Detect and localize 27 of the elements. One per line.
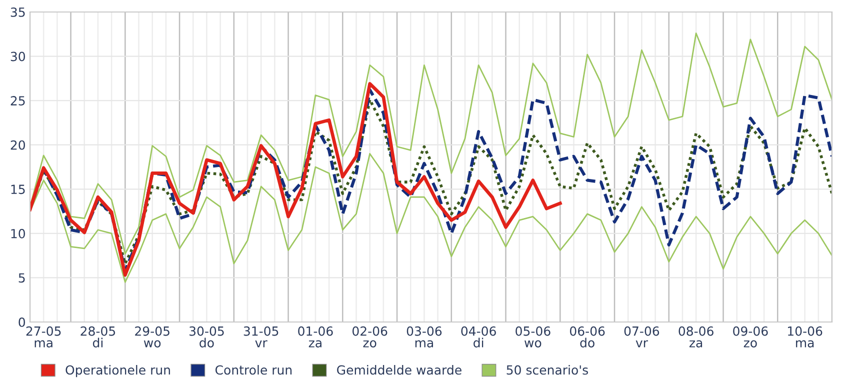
- x-tick-label: 03-06 ma: [406, 326, 442, 348]
- legend-label: Controle run: [215, 365, 292, 375]
- x-tick-label: 05-06 wo: [516, 326, 550, 348]
- y-tick-label: 35: [10, 7, 25, 17]
- x-tick-label: 08-06 za: [678, 326, 714, 348]
- x-tick-label: 28-05 di: [80, 326, 116, 348]
- legend-label: 50 scenario's: [506, 365, 588, 375]
- x-tick-label: 06-06 do: [570, 326, 605, 348]
- x-tick-label: 10-06 ma: [788, 326, 822, 348]
- x-tick-label: 01-06 za: [298, 326, 333, 348]
- y-tick-label: 10: [11, 228, 26, 238]
- legend-label: Gemiddelde waarde: [337, 365, 462, 375]
- x-tick-label: 30-05 do: [190, 326, 224, 348]
- y-tick-label: 5: [18, 273, 25, 283]
- legend-label: Operationele run: [66, 365, 170, 378]
- y-tick-label: 25: [10, 96, 25, 106]
- y-tick-label: 20: [10, 140, 26, 150]
- x-tick-label: 29-05 wo: [135, 326, 170, 348]
- x-tick-label: 04-06 di: [461, 326, 496, 348]
- x-tick-label: 07-06 vr: [624, 326, 660, 348]
- y-tick-label: 0: [18, 317, 26, 327]
- y-tick-label: 15: [11, 184, 25, 194]
- x-tick-label: 27-05 ma: [26, 326, 61, 348]
- x-tick-label: 31-05 vr: [244, 326, 278, 348]
- x-tick-label: 09-06 zo: [733, 326, 768, 348]
- y-tick-label: 30: [10, 52, 26, 62]
- x-tick-label: 02-06 zo: [352, 326, 388, 348]
